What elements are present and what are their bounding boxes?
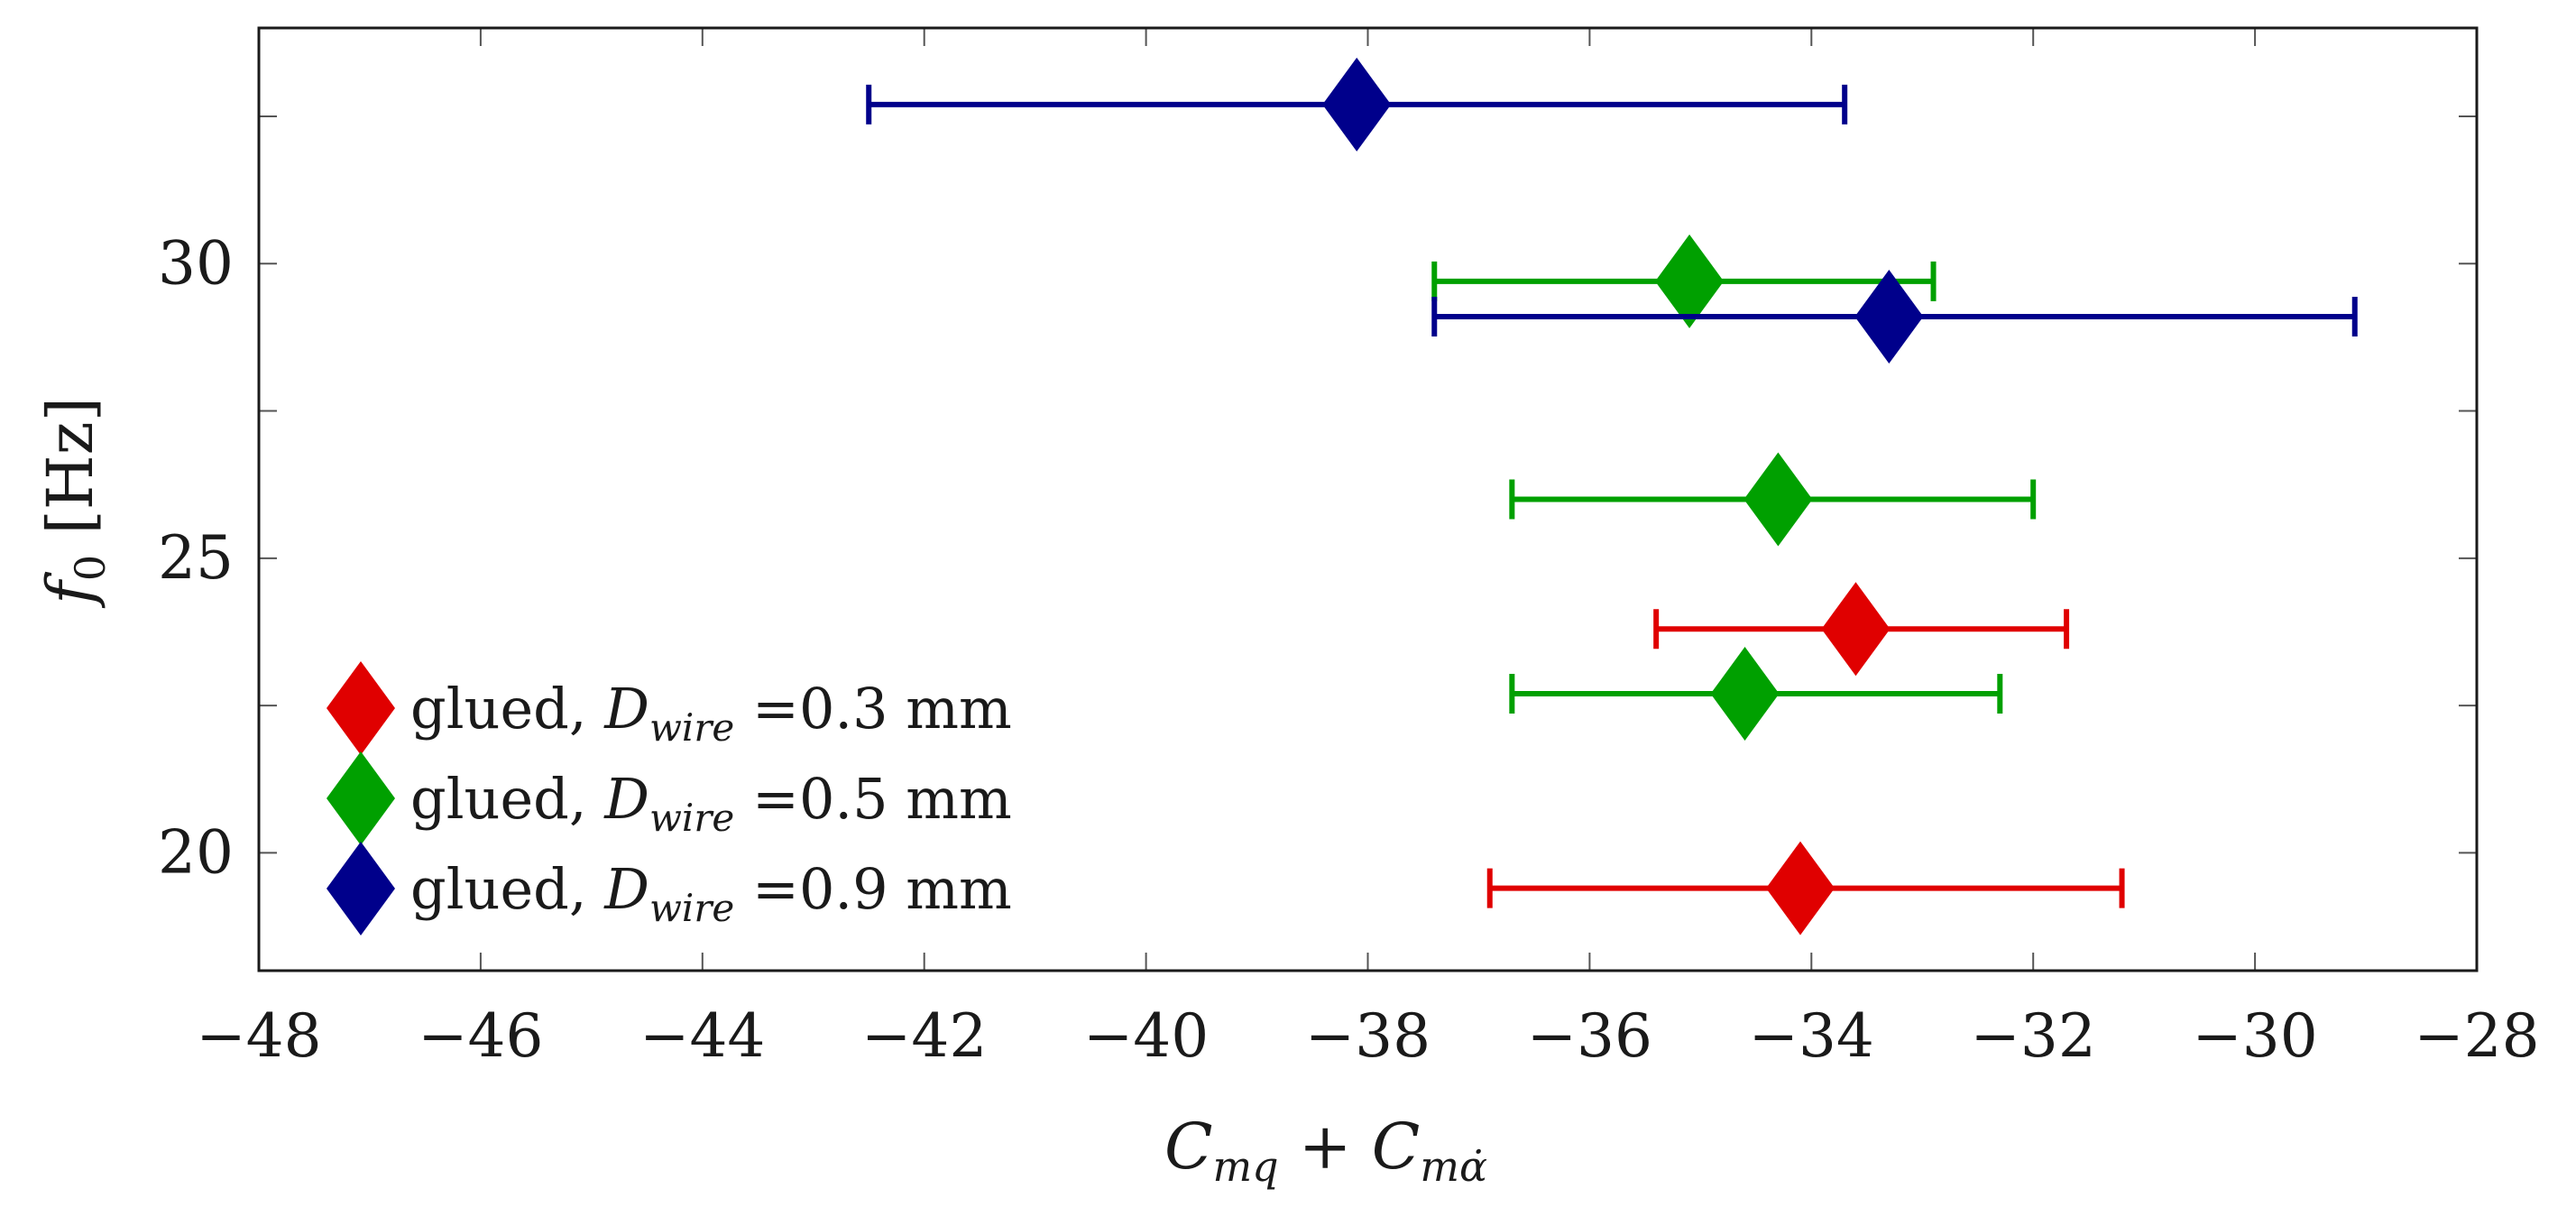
legend-item: glued, Dwire =0.3 mm (327, 661, 1012, 755)
legend-marker (327, 661, 395, 755)
x-tick-label: −40 (1083, 1001, 1209, 1071)
y-axis-label: f0 [Hz] (33, 397, 115, 609)
x-tick-label: −44 (639, 1001, 765, 1071)
legend-label: glued, Dwire =0.3 mm (410, 676, 1012, 750)
x-axis-label: Cmq + Cmα̇ (1164, 1110, 1487, 1191)
x-tick-label: −42 (861, 1001, 987, 1071)
x-tick-label: −30 (2192, 1001, 2317, 1071)
x-tick-label: −48 (196, 1001, 321, 1071)
data-point (1743, 452, 1813, 547)
series-2 (1431, 234, 2037, 742)
y-tick-labels: 20 25 30 (158, 228, 234, 887)
series-1 (1486, 582, 2125, 935)
y-tick-label: 25 (158, 523, 234, 593)
legend-item: glued, Dwire =0.9 mm (327, 842, 1012, 935)
legend-marker (327, 751, 395, 845)
x-tick-label: −32 (1971, 1001, 2096, 1071)
plot-frame (257, 26, 2479, 972)
x-tick-label: −28 (2414, 1001, 2539, 1071)
legend-marker (327, 842, 395, 935)
y-tick-label: 20 (158, 817, 234, 887)
data-point (1710, 647, 1780, 742)
data-point (1854, 270, 1924, 364)
data-point (1322, 57, 1392, 152)
x-tick-label: −46 (418, 1001, 543, 1071)
x-tick-label: −38 (1305, 1001, 1431, 1071)
axis-ticks (258, 28, 2478, 971)
series-layer (866, 57, 2358, 935)
data-point (1766, 841, 1835, 935)
data-point (1821, 582, 1891, 677)
data-point (1655, 234, 1725, 328)
x-tick-labels: −48 −46 −44 −42 −40 −38 −36 −34 −32 −30 −28 (196, 1001, 2539, 1071)
x-tick-label: −34 (1749, 1001, 1874, 1071)
y-tick-label: 30 (158, 228, 234, 298)
legend-item: glued, Dwire =0.5 mm (327, 751, 1012, 845)
legend-label: glued, Dwire =0.9 mm (410, 856, 1012, 930)
legend: glued, Dwire =0.3 mm glued, Dwire =0.5 mm… (327, 661, 1012, 935)
legend-label: glued, Dwire =0.5 mm (410, 766, 1012, 840)
series-3 (866, 57, 2358, 364)
x-tick-label: −36 (1527, 1001, 1652, 1071)
